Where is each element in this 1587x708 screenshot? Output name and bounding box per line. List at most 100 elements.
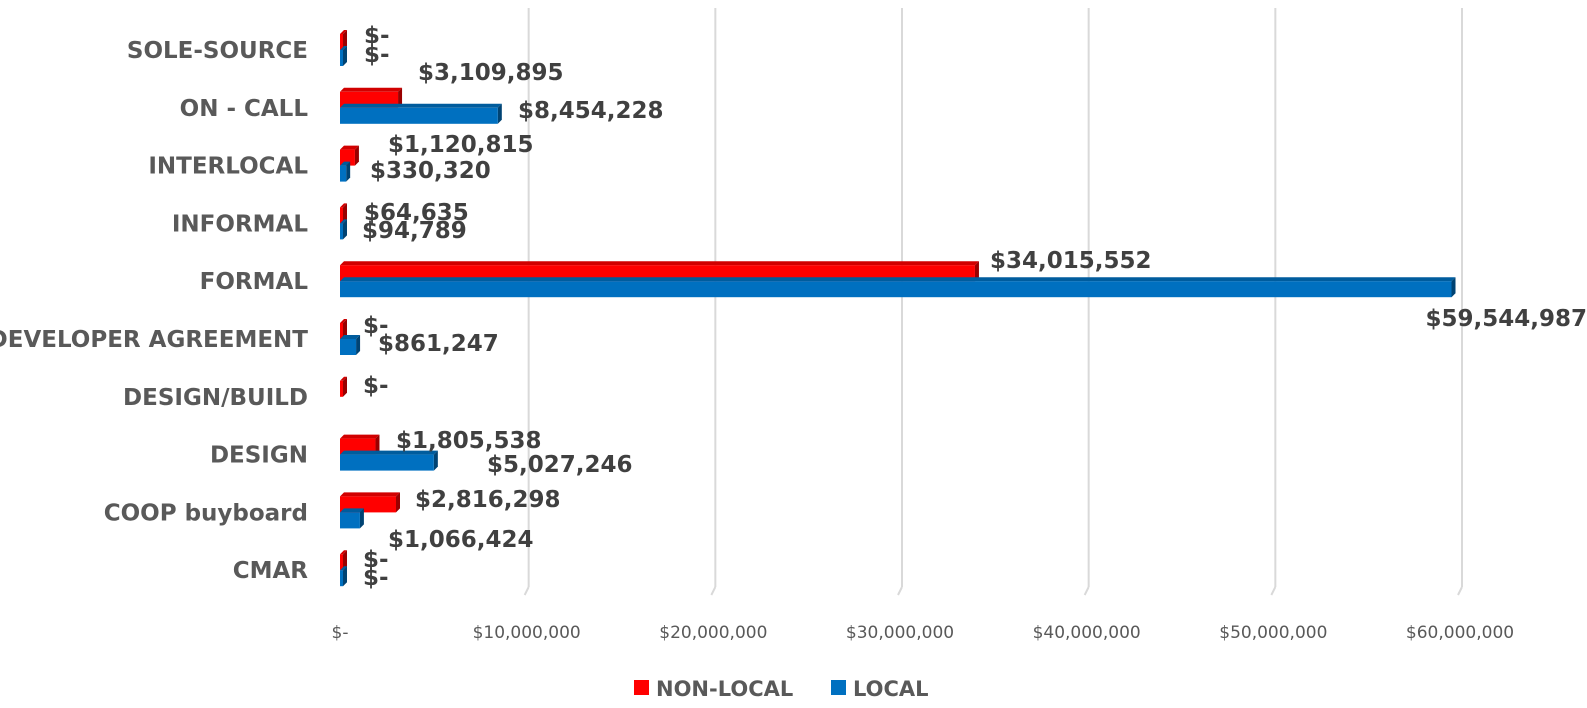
bar-local-sole-source [340,50,343,66]
category-label-cmar: CMAR [233,558,309,584]
bar-top-local-formal [340,277,1456,282]
bar-non-local-developer-agreement [340,323,343,339]
bar-top-local-coop-buyboard [340,508,364,513]
legend-swatch-local [831,680,846,695]
bar-local-coop-buyboard [340,512,360,529]
bar-top-local-interlocal [340,161,351,166]
gridline-base [1083,586,1090,596]
x-tick-label: $10,000,000 [473,623,581,643]
x-tick-label: $50,000,000 [1219,623,1327,643]
x-tick-label: $30,000,000 [846,623,954,643]
category-label-informal: INFORMAL [172,211,308,237]
bar-side-local-sole-source [343,46,347,66]
category-label-coop-buyboard: COOP buyboard [104,500,308,526]
category-label-design: DESIGN [210,443,308,469]
bar-side-local-design [433,450,438,471]
data-label-local-developer-agreement: $861,247 [378,331,499,357]
bar-non-local-design-build [340,380,343,397]
category-labels: SOLE-SOURCE ON - CALL INTERLOCAL INFORMAL FO… [0,38,308,584]
gridline-base [1457,586,1463,596]
data-label-local-formal: $59,544,987 [1425,306,1587,332]
gridline-base [523,586,530,596]
category-label-developer-agreement: DEVELOPER AGREEMENT [0,327,308,353]
gridlines [523,8,1463,596]
bar-top-non-local-coop-buyboard [340,492,400,497]
bar-top-non-local-informal [340,203,347,208]
data-label-non-local-informal: $64,635 [364,200,469,226]
bar-side-local-cmar [343,566,347,587]
bar-local-formal [340,281,1452,298]
bar-top-non-local-sole-source [340,30,347,34]
legend-label-local: LOCAL [853,677,929,701]
x-tick-label: $20,000,000 [659,623,767,643]
data-label-non-local-sole-source: $- [364,23,390,49]
gridline-base [1270,586,1277,596]
bar-local-on-call [340,107,498,124]
data-label-local-cmar: $- [363,565,389,591]
bar-side-local-formal [1451,277,1456,298]
bar-side-local-developer-agreement [356,335,361,355]
data-label-non-local-coop-buyboard: $2,816,298 [415,487,561,513]
data-label-local-informal: $94,789 [362,218,467,244]
data-label-non-local-design-build: $- [363,373,389,399]
bar-side-non-local-coop-buyboard [396,492,400,513]
bar-top-non-local-interlocal [340,145,359,150]
bar-top-local-developer-agreement [340,335,361,339]
bar-top-non-local-design-build [340,376,347,381]
bar-local-cmar [340,570,343,587]
bar-top-non-local-developer-agreement [340,319,347,323]
data-label-local-interlocal: $330,320 [370,158,491,184]
bar-side-non-local-informal [343,203,347,224]
gridline-base [897,586,903,596]
bar-side-local-coop-buyboard [359,508,364,529]
data-label-local-sole-source: $- [364,42,390,68]
x-tick-label: $60,000,000 [1406,623,1514,643]
category-label-on-call: ON - CALL [180,96,309,122]
category-label-sole-source: SOLE-SOURCE [127,38,308,64]
x-tick-label: $40,000,000 [1033,623,1141,643]
bar-local-design [340,454,434,471]
category-label-formal: FORMAL [200,269,309,295]
bars [340,30,1456,587]
bar-side-non-local-design-build [343,376,347,397]
bar-side-non-local-developer-agreement [343,319,347,339]
bar-top-local-cmar [340,566,347,571]
data-label-non-local-developer-agreement: $- [363,313,389,339]
x-tick-label: $- [332,623,349,643]
bar-non-local-informal [340,207,343,224]
bar-local-informal [340,223,343,240]
bar-side-non-local-sole-source [343,30,347,50]
bar-top-local-on-call [340,103,502,108]
data-label-local-on-call: $8,454,228 [518,98,664,124]
bar-non-local-interlocal [340,149,355,166]
data-label-non-local-design: $1,805,538 [396,428,542,454]
data-label-local-coop-buyboard: $1,066,424 [388,527,534,553]
bar-non-local-cmar [340,554,343,571]
bar-non-local-sole-source [340,34,343,50]
bar-local-developer-agreement [340,339,357,355]
bar-top-non-local-design [340,434,380,439]
bar-side-local-informal [343,219,347,240]
bar-side-non-local-formal [974,261,979,282]
bar-side-non-local-design [375,434,380,455]
x-axis-tick-labels: $- $10,000,000 $20,000,000 $30,000,000 $40,0… [332,623,1515,643]
bar-local-interlocal [340,165,347,182]
category-label-design-build: DESIGN/BUILD [123,385,308,411]
data-label-non-local-interlocal: $1,120,815 [388,132,534,158]
bar-top-non-local-formal [340,261,979,266]
data-label-local-design: $5,027,246 [487,452,633,478]
bar-side-local-interlocal [346,161,351,182]
bar-top-local-informal [340,219,347,224]
bar-side-non-local-interlocal [354,145,359,166]
category-label-interlocal: INTERLOCAL [148,154,308,180]
data-label-non-local-on-call: $3,109,895 [418,60,564,86]
bar-top-local-design [340,450,438,455]
bar-top-non-local-cmar [340,550,347,555]
data-label-non-local-cmar: $- [363,547,389,573]
data-label-non-local-formal: $34,015,552 [990,248,1152,274]
data-labels: $- $3,109,895 $1,120,815 $64,635 $34,015,552… [362,23,1587,591]
legend: NON-LOCAL LOCAL [634,677,929,701]
legend-label-non-local: NON-LOCAL [656,677,793,701]
bar-top-non-local-on-call [340,87,403,92]
